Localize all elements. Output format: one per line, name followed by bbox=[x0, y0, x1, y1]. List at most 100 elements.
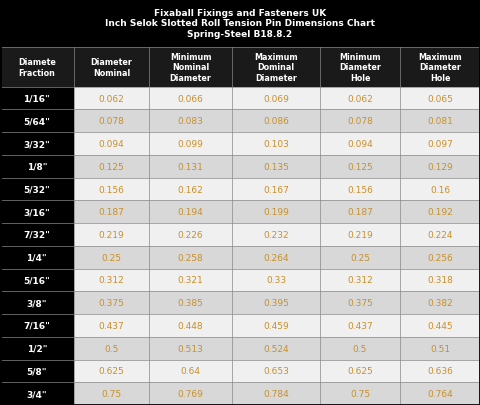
Text: 0.199: 0.199 bbox=[263, 208, 289, 217]
Bar bbox=[0, 269, 73, 292]
Text: 0.226: 0.226 bbox=[178, 230, 204, 239]
Bar bbox=[400, 133, 480, 156]
Text: 3/16": 3/16" bbox=[24, 208, 50, 217]
Bar bbox=[400, 269, 480, 292]
Bar bbox=[232, 110, 320, 133]
Bar bbox=[232, 178, 320, 201]
Bar bbox=[232, 382, 320, 405]
Bar bbox=[400, 110, 480, 133]
Bar bbox=[0, 224, 73, 246]
Bar bbox=[320, 224, 400, 246]
Bar bbox=[320, 201, 400, 224]
Bar bbox=[400, 224, 480, 246]
Bar bbox=[320, 382, 400, 405]
Bar bbox=[73, 269, 149, 292]
Bar bbox=[0, 360, 73, 382]
Bar bbox=[0, 48, 73, 87]
Text: 0.25: 0.25 bbox=[101, 253, 121, 262]
Text: 5/8": 5/8" bbox=[26, 367, 47, 375]
Text: 0.25: 0.25 bbox=[350, 253, 370, 262]
Text: 0.16: 0.16 bbox=[430, 185, 450, 194]
Bar bbox=[320, 156, 400, 178]
Bar bbox=[0, 201, 73, 224]
Bar bbox=[73, 246, 149, 269]
Text: 0.75: 0.75 bbox=[101, 389, 121, 398]
Bar bbox=[149, 224, 232, 246]
Bar bbox=[400, 246, 480, 269]
Bar bbox=[149, 156, 232, 178]
Bar bbox=[149, 178, 232, 201]
Text: 0.086: 0.086 bbox=[263, 117, 289, 126]
Text: 0.062: 0.062 bbox=[347, 94, 373, 103]
Text: 0.5: 0.5 bbox=[104, 344, 119, 353]
Bar bbox=[73, 133, 149, 156]
Text: 0.135: 0.135 bbox=[263, 162, 289, 171]
Bar bbox=[400, 178, 480, 201]
Text: 0.784: 0.784 bbox=[263, 389, 289, 398]
Bar bbox=[73, 110, 149, 133]
Text: 0.094: 0.094 bbox=[347, 140, 373, 149]
Bar bbox=[400, 314, 480, 337]
Bar bbox=[400, 292, 480, 314]
Text: Minimum
Diameter
Hole: Minimum Diameter Hole bbox=[339, 53, 381, 83]
Bar bbox=[149, 314, 232, 337]
Text: 0.385: 0.385 bbox=[178, 298, 204, 307]
Text: 0.524: 0.524 bbox=[263, 344, 289, 353]
Text: 0.083: 0.083 bbox=[178, 117, 204, 126]
Text: 0.167: 0.167 bbox=[263, 185, 289, 194]
Text: 0.125: 0.125 bbox=[98, 162, 124, 171]
Bar bbox=[320, 337, 400, 360]
Text: 0.33: 0.33 bbox=[266, 276, 286, 285]
Text: 0.653: 0.653 bbox=[263, 367, 289, 375]
Bar bbox=[73, 178, 149, 201]
Bar bbox=[0, 292, 73, 314]
Bar bbox=[400, 337, 480, 360]
Bar bbox=[232, 48, 320, 87]
Text: Fixaball Fixings and Fasteners UK
Inch Selok Slotted Roll Tension Pin Dimensions: Fixaball Fixings and Fasteners UK Inch S… bbox=[105, 9, 375, 39]
Bar bbox=[320, 246, 400, 269]
Bar bbox=[0, 337, 73, 360]
Bar bbox=[73, 360, 149, 382]
Bar bbox=[320, 360, 400, 382]
Text: 0.065: 0.065 bbox=[427, 94, 453, 103]
Bar bbox=[73, 314, 149, 337]
Bar bbox=[320, 110, 400, 133]
Text: 1/2": 1/2" bbox=[26, 344, 47, 353]
Text: 1/4": 1/4" bbox=[26, 253, 47, 262]
Bar bbox=[232, 87, 320, 110]
Text: 0.64: 0.64 bbox=[180, 367, 201, 375]
Text: 0.103: 0.103 bbox=[263, 140, 289, 149]
Text: 3/4": 3/4" bbox=[26, 389, 47, 398]
Bar bbox=[232, 224, 320, 246]
Bar bbox=[149, 133, 232, 156]
Text: 0.459: 0.459 bbox=[263, 321, 289, 330]
Text: Minimum
Nominal
Diameter: Minimum Nominal Diameter bbox=[170, 53, 212, 83]
Bar bbox=[0, 246, 73, 269]
Text: 0.318: 0.318 bbox=[427, 276, 453, 285]
Bar bbox=[0, 156, 73, 178]
Bar bbox=[73, 48, 149, 87]
Text: 0.078: 0.078 bbox=[98, 117, 124, 126]
Bar bbox=[0, 110, 73, 133]
Text: 0.194: 0.194 bbox=[178, 208, 204, 217]
Text: 0.395: 0.395 bbox=[263, 298, 289, 307]
Text: 0.078: 0.078 bbox=[347, 117, 373, 126]
Text: 0.625: 0.625 bbox=[347, 367, 373, 375]
Bar bbox=[232, 292, 320, 314]
Text: 0.75: 0.75 bbox=[350, 389, 370, 398]
Bar bbox=[0, 178, 73, 201]
Bar bbox=[400, 156, 480, 178]
Bar bbox=[232, 133, 320, 156]
Text: Maximum
Dominal
Diameter: Maximum Dominal Diameter bbox=[254, 53, 298, 83]
Text: 0.625: 0.625 bbox=[98, 367, 124, 375]
Text: Diameter
Nominal: Diameter Nominal bbox=[91, 58, 132, 77]
Bar bbox=[400, 48, 480, 87]
Bar bbox=[400, 201, 480, 224]
Text: 0.187: 0.187 bbox=[347, 208, 373, 217]
Bar bbox=[232, 269, 320, 292]
Text: 5/32": 5/32" bbox=[24, 185, 50, 194]
Text: 0.769: 0.769 bbox=[178, 389, 204, 398]
Text: 0.51: 0.51 bbox=[430, 344, 450, 353]
Text: 0.375: 0.375 bbox=[347, 298, 373, 307]
Text: 0.437: 0.437 bbox=[98, 321, 124, 330]
